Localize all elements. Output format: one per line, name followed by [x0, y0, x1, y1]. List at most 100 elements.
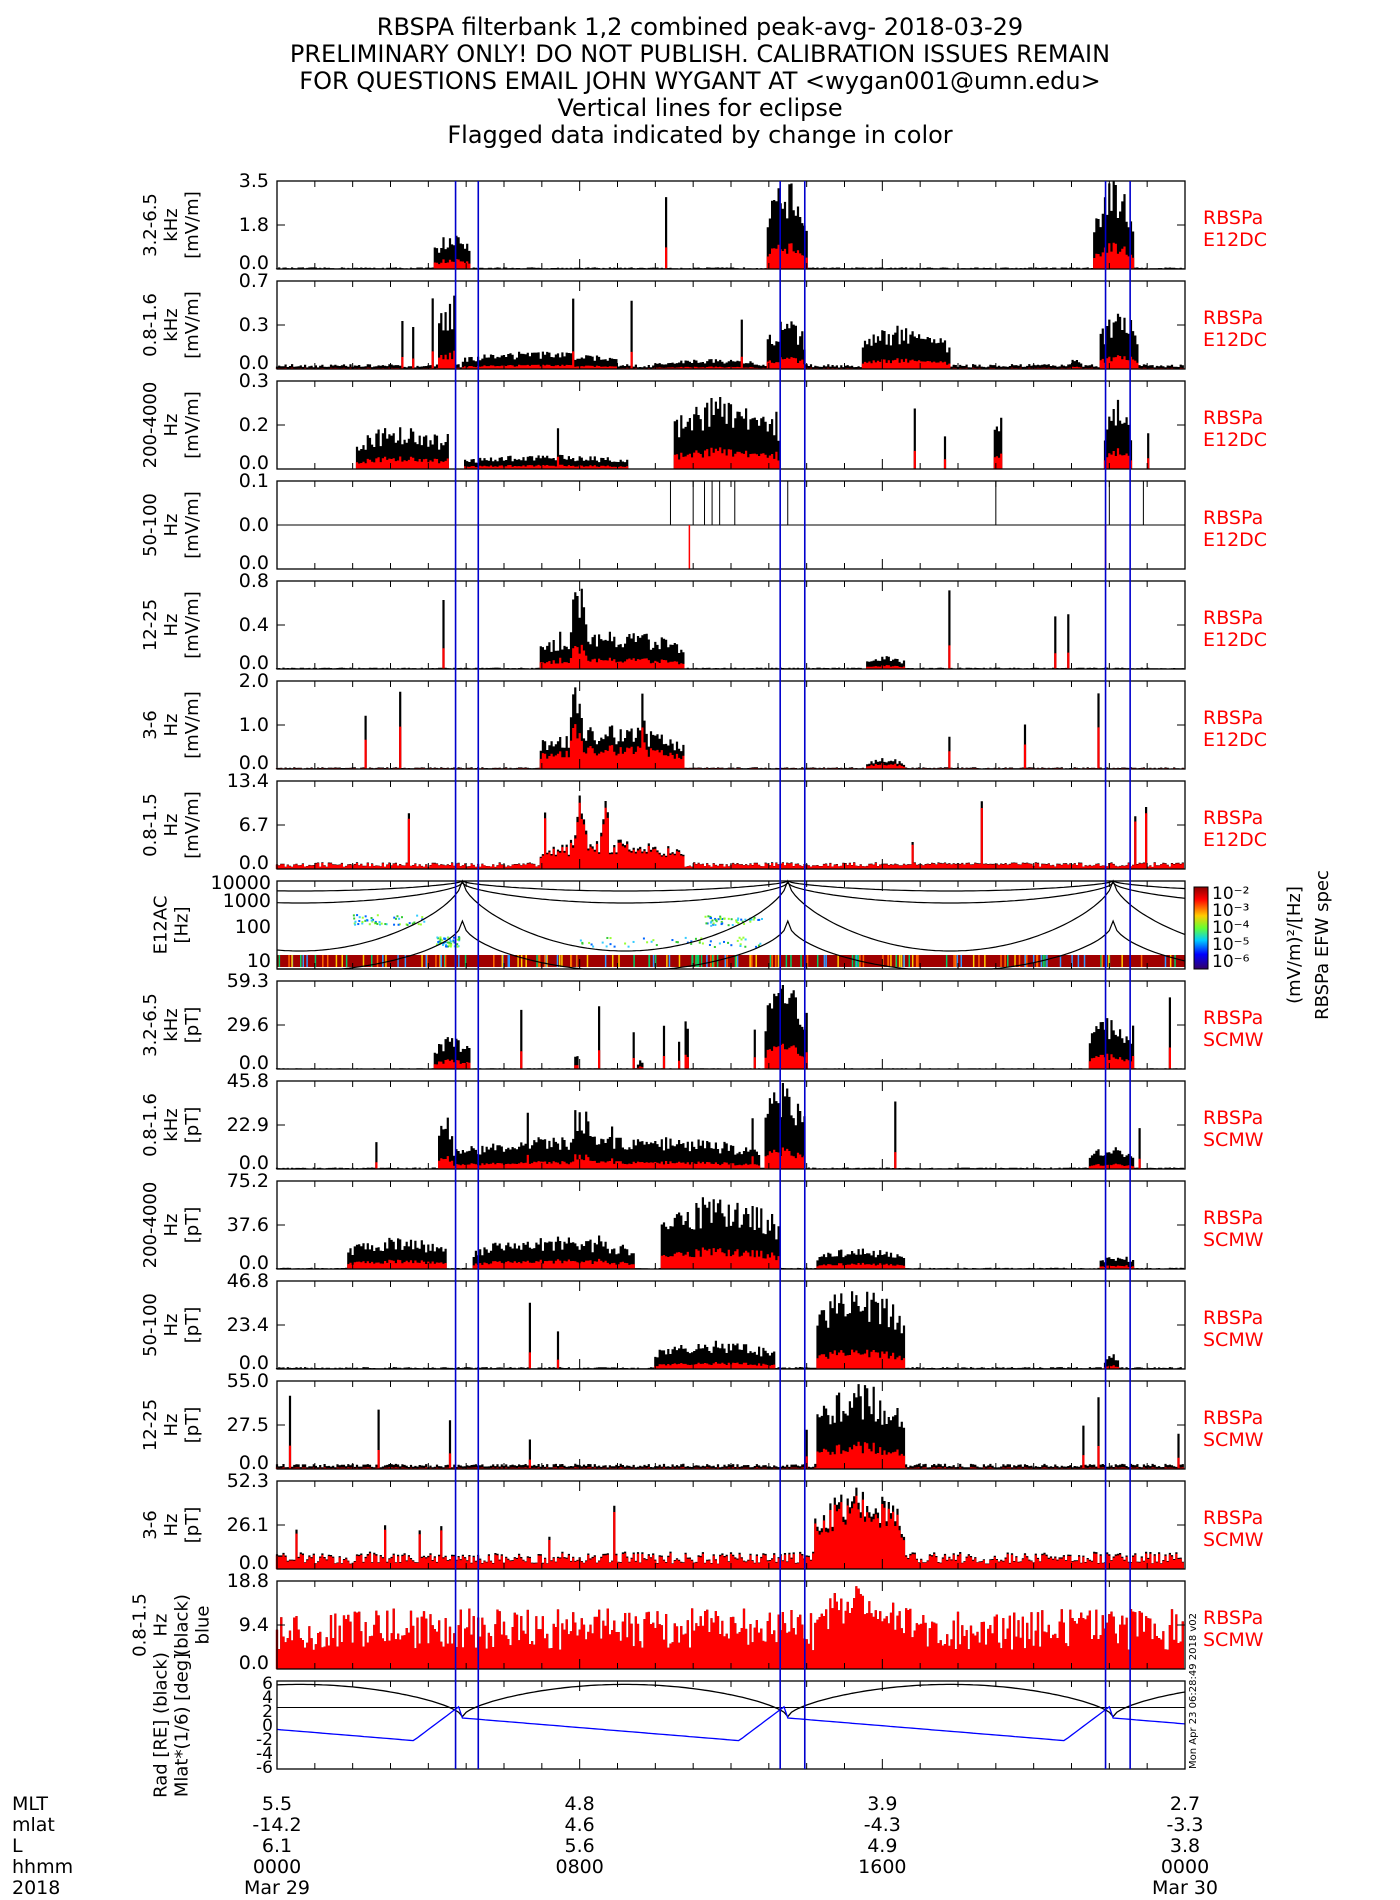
spec-pixel — [447, 936, 450, 939]
header-line: Vertical lines for eclipse — [557, 94, 843, 122]
spec-pixel — [777, 955, 780, 967]
peak-series — [275, 687, 1184, 769]
spec-pixel — [744, 918, 747, 921]
spec-pixel — [740, 918, 743, 921]
panel-tag: E12DC — [1203, 229, 1267, 251]
x-tick-label: -4.3 — [864, 1814, 901, 1836]
spec-pixel — [686, 941, 689, 944]
panel-frame — [276, 180, 1186, 270]
spec-pixel — [736, 919, 739, 922]
spec-pixel — [710, 955, 712, 967]
spec-pixel — [854, 955, 857, 967]
y-axis-label: Hz — [161, 1214, 182, 1237]
y-tick-label: 3.5 — [239, 170, 269, 192]
spec-pixel — [507, 955, 510, 967]
y-axis-label: Hz — [161, 814, 182, 837]
spec-pixel — [900, 955, 903, 967]
y-tick-label: 100 — [235, 916, 271, 938]
spec-pixel — [706, 922, 709, 925]
spec-pixel — [493, 955, 495, 967]
y-axis-label: 50-100 — [140, 1293, 161, 1357]
spec-pixel — [710, 924, 713, 927]
y-tick-label: 10000 — [211, 872, 271, 894]
spec-pixel — [335, 955, 338, 967]
colorbar-label: 10⁻⁶ — [1212, 952, 1250, 972]
spec-pixel — [358, 920, 361, 923]
spec-pixel — [697, 955, 700, 967]
header-line: FOR QUESTIONS EMAIL JOHN WYGANT AT <wyga… — [299, 67, 1101, 95]
y-tick-label: 0.0 — [239, 652, 269, 674]
avg-series — [275, 802, 1184, 869]
spec-pixel — [676, 941, 679, 944]
spec-pixel — [915, 955, 918, 967]
spec-pixel — [945, 955, 948, 967]
spec-pixel — [1032, 955, 1035, 967]
spec-pixel — [586, 955, 589, 967]
spec-pixel — [749, 955, 751, 967]
header-line: RBSPA filterbank 1,2 combined peak-avg- … — [376, 13, 1024, 41]
avg-series — [275, 1495, 1184, 1569]
spec-pixel — [501, 955, 504, 967]
spec-pixel — [302, 955, 305, 967]
spec-pixel — [464, 955, 467, 967]
colorbar-title: (mV/m)²/[Hz] — [1284, 886, 1305, 1004]
spec-pixel — [444, 955, 447, 967]
spec-pixel — [362, 955, 365, 967]
spec-pixel — [750, 918, 753, 921]
spec-pixel — [712, 923, 715, 926]
x-tick-label: 5.5 — [262, 1793, 292, 1815]
spec-pixel — [695, 955, 697, 967]
spec-pixel — [727, 941, 730, 944]
spec-pixel — [633, 955, 635, 967]
y-tick-label: 26.1 — [227, 1514, 269, 1536]
spec-pixel — [341, 955, 343, 967]
spec-pixel — [978, 955, 980, 967]
panel-tag: RBSPa — [1203, 807, 1263, 829]
spec-pixel — [855, 955, 858, 967]
spec-pixel — [731, 924, 734, 927]
y-axis-label: Hz — [161, 1414, 182, 1437]
y-tick-label: 0.0 — [239, 752, 269, 774]
y-axis-label: 50-100 — [140, 493, 161, 557]
spec-pixel — [456, 943, 459, 946]
y-axis-label: 0.8-1.5 — [140, 793, 161, 857]
y-axis-label: [mV/m] — [182, 791, 203, 859]
spec-pixel — [517, 955, 519, 967]
spec-pixel — [354, 923, 357, 926]
spec-pixel — [439, 936, 442, 939]
y-tick-label: 1.8 — [239, 214, 269, 236]
spec-pixel — [757, 944, 760, 947]
spec-pixel — [404, 955, 407, 967]
spec-pixel — [1004, 955, 1006, 967]
spec-pixel — [734, 955, 737, 967]
spec-pixel — [671, 939, 674, 942]
peak-series — [275, 1291, 1184, 1369]
spec-pixel — [457, 945, 460, 948]
y-tick-label: -2 — [256, 1730, 273, 1750]
spec-pixel — [398, 923, 401, 926]
spec-pixel — [588, 941, 591, 944]
y-axis-label: (black) — [172, 1594, 193, 1656]
spec-pixel — [1169, 955, 1172, 967]
spec-pixel — [322, 955, 324, 967]
spec-pixel — [911, 955, 914, 967]
peak-series — [275, 1384, 1184, 1469]
y-tick-label: 6.7 — [239, 814, 269, 836]
spec-pixel — [376, 922, 379, 925]
spec-pixel — [668, 955, 671, 967]
spec-pixel — [374, 920, 377, 923]
spec-pixel — [458, 955, 460, 967]
spec-pixel — [1018, 955, 1021, 967]
spec-pixel — [437, 940, 440, 943]
spec-pixel — [650, 940, 653, 943]
y-tick-label: 2 — [262, 1702, 273, 1722]
spec-pixel — [823, 955, 826, 967]
spec-pixel — [394, 917, 397, 920]
spec-pixel — [425, 955, 428, 967]
spec-pixel — [446, 941, 449, 944]
y-axis-label: [mV/m] — [182, 391, 203, 459]
spec-pixel — [1105, 955, 1108, 967]
